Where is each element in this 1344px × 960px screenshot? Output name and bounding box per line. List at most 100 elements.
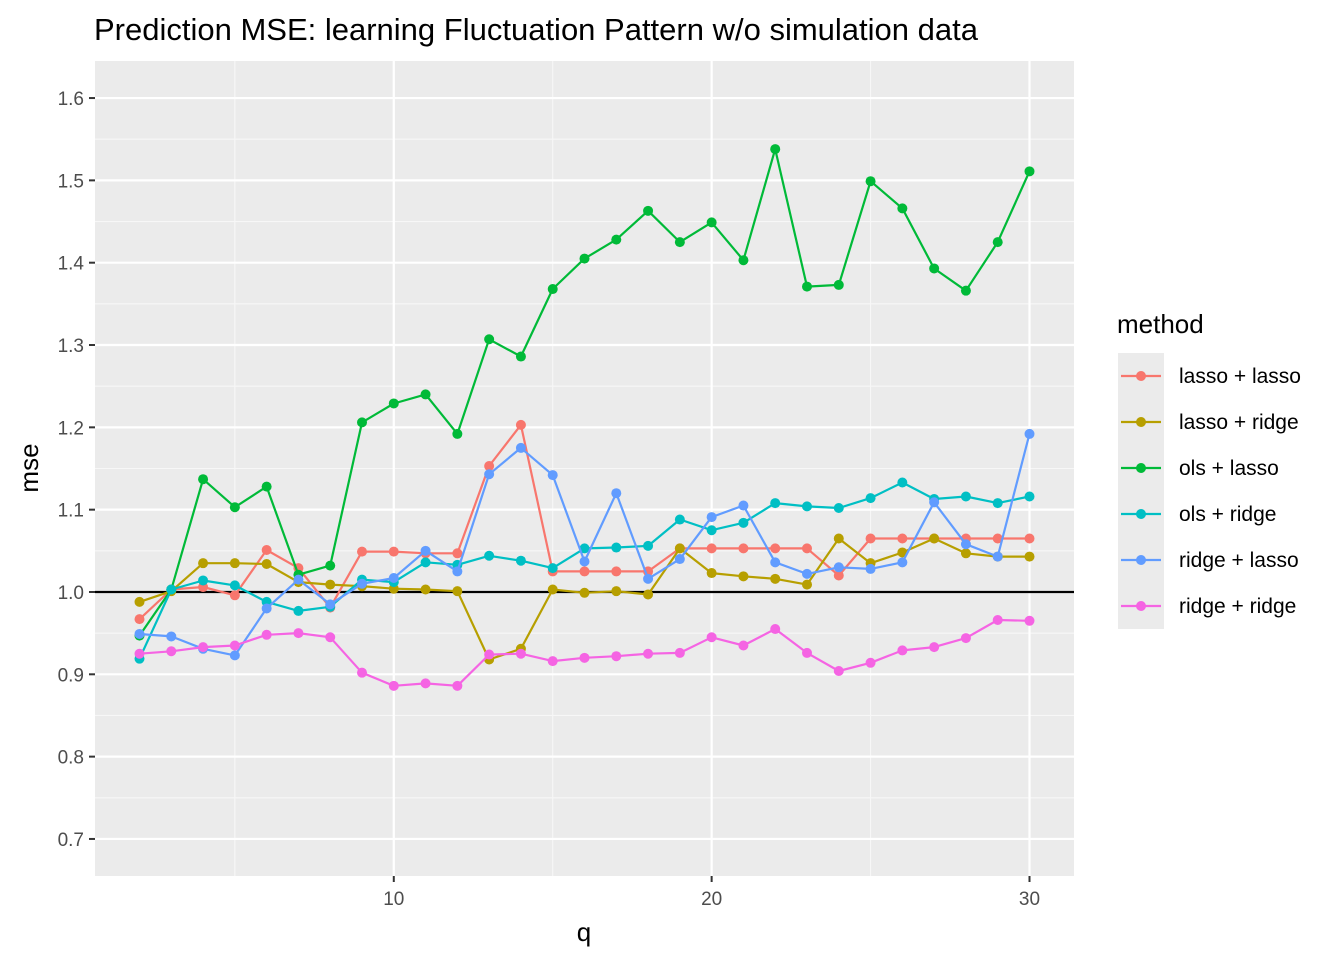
y-tick-label: 1.1 bbox=[58, 501, 84, 522]
data-point bbox=[706, 525, 717, 536]
legend-item: ridge + lasso bbox=[1121, 549, 1299, 572]
data-point bbox=[134, 596, 145, 607]
data-point bbox=[865, 657, 876, 668]
data-point bbox=[770, 543, 781, 554]
data-point bbox=[643, 540, 654, 551]
data-point bbox=[897, 533, 908, 544]
data-point bbox=[261, 481, 272, 492]
data-point bbox=[706, 217, 717, 228]
data-point bbox=[293, 628, 304, 639]
data-point bbox=[515, 442, 526, 453]
data-point bbox=[388, 680, 399, 691]
data-point bbox=[229, 558, 240, 569]
x-tick-label: 30 bbox=[1019, 889, 1040, 910]
data-point bbox=[992, 614, 1003, 625]
legend-label: ols + lasso bbox=[1179, 457, 1279, 480]
data-point bbox=[229, 590, 240, 601]
legend-item: lasso + ridge bbox=[1121, 411, 1299, 434]
data-point bbox=[674, 647, 685, 658]
minor-gridlines bbox=[95, 61, 1074, 876]
data-point bbox=[674, 514, 685, 525]
data-point bbox=[579, 556, 590, 567]
data-point bbox=[802, 579, 812, 590]
data-point bbox=[643, 648, 654, 659]
data-point bbox=[611, 586, 622, 597]
data-point bbox=[770, 624, 781, 635]
data-point bbox=[929, 533, 940, 544]
data-point bbox=[770, 557, 781, 568]
data-point bbox=[1024, 533, 1035, 544]
data-point bbox=[1024, 615, 1035, 626]
data-point bbox=[1024, 551, 1035, 562]
legend: method lasso + lasso lasso + ridge ols + l… bbox=[1117, 309, 1301, 629]
y-tick-label: 0.8 bbox=[58, 748, 84, 769]
legend-key-point bbox=[1136, 555, 1146, 565]
data-point bbox=[198, 575, 209, 586]
data-point bbox=[960, 285, 971, 296]
x-tick-label: 10 bbox=[383, 889, 404, 910]
y-axis: 0.7 0.8 0.9 1.0 1.1 1.2 1.3 1.4 1.5 1.6 bbox=[58, 89, 95, 851]
data-point bbox=[484, 469, 495, 480]
data-point bbox=[738, 500, 749, 511]
legend-title: method bbox=[1117, 309, 1204, 339]
data-point bbox=[579, 566, 590, 577]
legend-key-point bbox=[1136, 509, 1146, 519]
y-tick-label: 1.5 bbox=[58, 171, 84, 192]
data-point bbox=[547, 470, 558, 481]
data-point bbox=[388, 572, 399, 583]
data-point bbox=[515, 351, 526, 362]
data-point bbox=[802, 281, 812, 292]
legend-key-point bbox=[1136, 417, 1146, 427]
series-4 bbox=[134, 428, 1035, 661]
data-point bbox=[770, 498, 781, 509]
data-point bbox=[802, 568, 812, 579]
legend-key-point bbox=[1136, 601, 1146, 611]
data-point bbox=[929, 642, 940, 653]
legend-item: ridge + ridge bbox=[1121, 595, 1296, 618]
data-point bbox=[166, 646, 177, 657]
data-point bbox=[357, 417, 367, 428]
y-tick-label: 0.9 bbox=[58, 665, 84, 686]
legend-items: lasso + lasso lasso + ridge ols + lasso ols… bbox=[1118, 353, 1301, 629]
data-point bbox=[547, 284, 558, 295]
data-point bbox=[134, 614, 145, 625]
data-point bbox=[833, 570, 844, 581]
data-point bbox=[357, 546, 367, 557]
x-axis: 10 20 30 bbox=[383, 876, 1040, 910]
data-point bbox=[166, 584, 177, 595]
data-point bbox=[802, 543, 812, 554]
legend-key-point bbox=[1136, 371, 1146, 381]
data-point bbox=[897, 477, 908, 488]
data-point bbox=[484, 334, 495, 345]
data-point bbox=[738, 543, 749, 554]
data-point bbox=[293, 574, 304, 585]
data-point bbox=[960, 491, 971, 502]
data-point bbox=[452, 586, 463, 597]
data-point bbox=[897, 203, 908, 214]
data-point bbox=[802, 647, 812, 658]
data-point bbox=[229, 640, 240, 651]
legend-label: lasso + ridge bbox=[1179, 411, 1299, 434]
data-point bbox=[293, 605, 304, 616]
data-point bbox=[1024, 491, 1035, 502]
data-point bbox=[134, 628, 145, 639]
series-group bbox=[134, 144, 1035, 691]
data-point bbox=[484, 550, 495, 561]
legend-item: lasso + lasso bbox=[1121, 365, 1301, 388]
data-point bbox=[452, 548, 463, 559]
x-axis-title: q bbox=[577, 917, 591, 947]
data-point bbox=[229, 650, 240, 661]
data-point bbox=[261, 545, 272, 555]
data-point bbox=[166, 631, 177, 642]
data-point bbox=[833, 562, 844, 573]
data-point bbox=[611, 651, 622, 662]
data-point bbox=[643, 589, 654, 600]
data-point bbox=[833, 533, 844, 544]
data-point bbox=[611, 234, 622, 245]
y-tick-label: 1.2 bbox=[58, 418, 84, 439]
data-point bbox=[579, 587, 590, 598]
data-point bbox=[674, 554, 685, 565]
data-point bbox=[833, 503, 844, 514]
